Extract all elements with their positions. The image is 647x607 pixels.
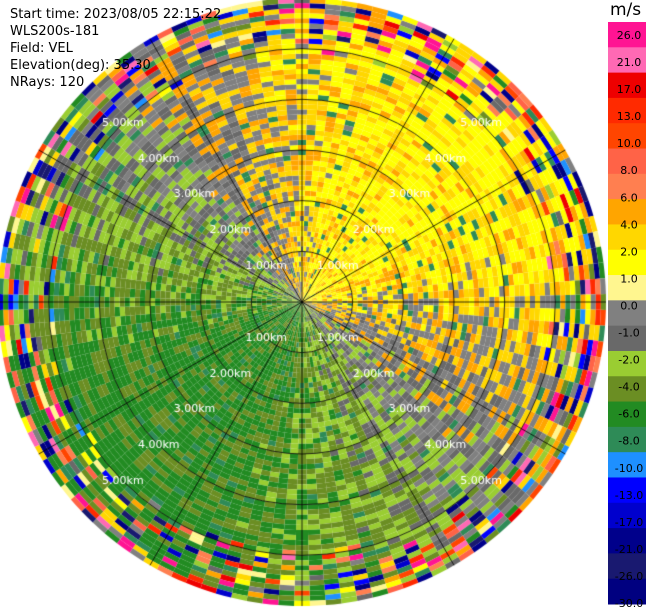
colorbar-tick-label: -1.0 bbox=[618, 327, 639, 340]
colorbar-swatch bbox=[608, 376, 646, 403]
colorbar-swatch bbox=[608, 553, 646, 580]
colorbar-swatch bbox=[608, 148, 646, 175]
colorbar-swatch bbox=[608, 401, 646, 428]
colorbar-swatch bbox=[608, 578, 646, 605]
colorbar-tick-label: 17.0 bbox=[617, 83, 642, 96]
colorbar-tick-label: -26.0 bbox=[615, 570, 643, 583]
colorbar-swatch bbox=[608, 123, 646, 150]
colorbar-tick-label: -2.0 bbox=[618, 354, 639, 367]
colorbar-tick-label: -30.0 bbox=[615, 597, 643, 607]
colorbar-swatch bbox=[608, 426, 646, 453]
colorbar-tick-label: 0.0 bbox=[620, 299, 638, 312]
colorbar-tick-label: 26.0 bbox=[617, 29, 642, 42]
colorbar-tick-label: -6.0 bbox=[618, 408, 639, 421]
colorbar-swatch bbox=[608, 47, 646, 74]
colorbar-tick-label: 6.0 bbox=[620, 191, 638, 204]
colorbar-swatch bbox=[608, 528, 646, 554]
colorbar-swatch bbox=[608, 477, 646, 504]
colorbar-swatch bbox=[608, 325, 646, 352]
colorbar-tick-label: -13.0 bbox=[615, 489, 643, 502]
colorbar-tick-label: 8.0 bbox=[620, 164, 638, 177]
colorbar-swatch bbox=[608, 300, 646, 327]
colorbar-tick-label: 21.0 bbox=[617, 56, 642, 69]
colorbar-tick-label: 4.0 bbox=[620, 218, 638, 231]
colorbar-tick-label: 13.0 bbox=[617, 110, 642, 123]
start-time: Start time: 2023/08/05 22:15:22 bbox=[10, 7, 222, 22]
colorbar-tick-label: -8.0 bbox=[618, 435, 639, 448]
colorbar-tick-label: -21.0 bbox=[615, 543, 643, 556]
colorbar-tick-label: -17.0 bbox=[615, 516, 643, 529]
colorbar-tick-label: 1.0 bbox=[620, 272, 638, 285]
colorbar-swatch bbox=[608, 275, 646, 301]
colorbar-swatch bbox=[608, 502, 646, 529]
colorbar-tick-label: 2.0 bbox=[620, 245, 638, 258]
colorbar-swatch bbox=[608, 249, 646, 276]
colorbar-swatch bbox=[608, 22, 646, 48]
colorbar-tick-label: 10.0 bbox=[617, 137, 642, 150]
colorbar-tick-label: -4.0 bbox=[618, 381, 639, 394]
colorbar-swatch bbox=[608, 452, 646, 478]
colorbar-unit-label: m/s bbox=[610, 0, 642, 20]
field-name: Field: VEL bbox=[10, 41, 73, 56]
colorbar-tick-label: -10.0 bbox=[615, 462, 643, 475]
nrays: NRays: 120 bbox=[10, 75, 85, 90]
colorbar-swatch bbox=[608, 224, 646, 251]
instrument-name: WLS200s-181 bbox=[10, 24, 100, 39]
elevation: Elevation(deg): 35.30 bbox=[10, 58, 151, 73]
colorbar-swatch bbox=[608, 350, 646, 377]
colorbar-swatch bbox=[608, 97, 646, 124]
scan-info: Start time: 2023/08/05 22:15:22 WLS200s-… bbox=[10, 6, 221, 91]
colorbar-swatch bbox=[608, 199, 646, 225]
colorbar-swatch bbox=[608, 72, 646, 99]
colorbar-swatch bbox=[608, 173, 646, 200]
